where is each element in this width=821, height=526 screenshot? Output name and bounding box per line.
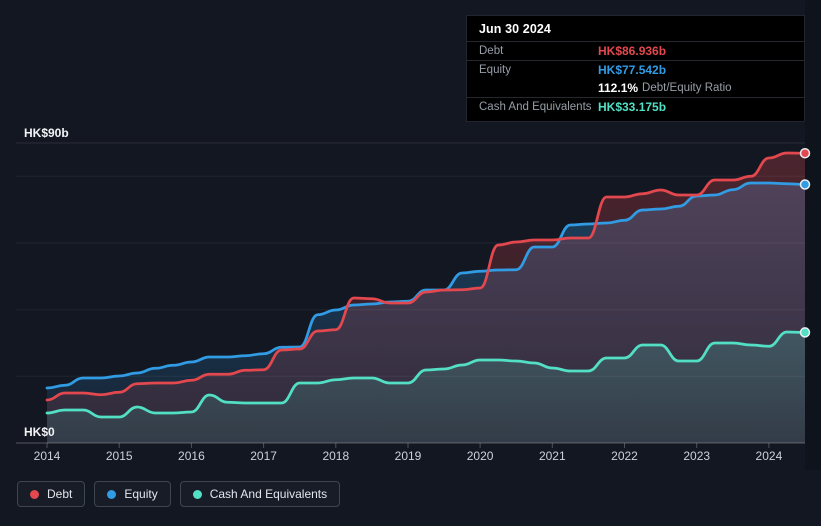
chart-legend: Debt Equity Cash And Equivalents [17, 481, 341, 507]
tooltip-equity-value: HK$77.542b [598, 63, 667, 77]
equity-endpoint-marker[interactable] [799, 179, 811, 190]
x-axis-label: 2023 [683, 449, 710, 463]
cash-dot-icon [192, 489, 202, 499]
legend-cash-label: Cash And Equivalents [209, 487, 328, 501]
x-axis-label: 2015 [106, 449, 133, 463]
x-axis-label: 2018 [322, 449, 349, 463]
cash-area [47, 332, 805, 443]
tooltip-row-cash: Cash And Equivalents HK$33.175b [467, 97, 804, 116]
x-axis-label: 2017 [250, 449, 277, 463]
chart-tooltip: Jun 30 2024 Debt HK$86.936b Equity HK$77… [466, 15, 805, 122]
x-axis-label: 2022 [611, 449, 638, 463]
equity-dot-icon [107, 489, 117, 499]
tooltip-ratio-label: Debt/Equity Ratio [642, 82, 732, 94]
x-axis-label: 2016 [178, 449, 205, 463]
cash-line [45, 330, 807, 419]
y-axis-label: HK$90b [24, 126, 69, 140]
tooltip-date: Jun 30 2024 [479, 22, 551, 36]
tooltip-debt-label: Debt [479, 45, 504, 57]
x-axis-label: 2014 [34, 449, 61, 463]
x-axis-label: 2019 [395, 449, 422, 463]
tooltip-row-debt: Debt HK$86.936b [467, 41, 804, 60]
equity-line [45, 181, 807, 390]
tooltip-equity-label: Equity [479, 64, 511, 76]
tooltip-cash-value: HK$33.175b [598, 100, 667, 114]
tooltip-cash-label: Cash And Equivalents [479, 101, 592, 113]
cash-endpoint-marker[interactable] [799, 327, 811, 338]
tooltip-row-equity: Equity HK$77.542b [467, 60, 804, 79]
debt-line [45, 151, 807, 402]
legend-equity-label: Equity [124, 487, 158, 501]
tooltip-ratio-value: 112.1% [598, 81, 639, 95]
y-axis-label: HK$0 [24, 425, 55, 439]
x-axis-label: 2024 [756, 449, 783, 463]
legend-debt-label: Debt [47, 487, 73, 501]
legend-item-equity[interactable]: Equity [94, 481, 171, 507]
debt-endpoint-marker[interactable] [799, 147, 811, 159]
legend-item-cash[interactable]: Cash And Equivalents [179, 481, 341, 507]
legend-item-debt[interactable]: Debt [17, 481, 86, 507]
tooltip-debt-value: HK$86.936b [598, 44, 667, 58]
debt-dot-icon [30, 489, 39, 499]
tooltip-row-ratio: 112.1% Debt/Equity Ratio [467, 79, 804, 97]
x-axis-label: 2021 [539, 449, 566, 463]
x-axis-label: 2020 [467, 449, 494, 463]
